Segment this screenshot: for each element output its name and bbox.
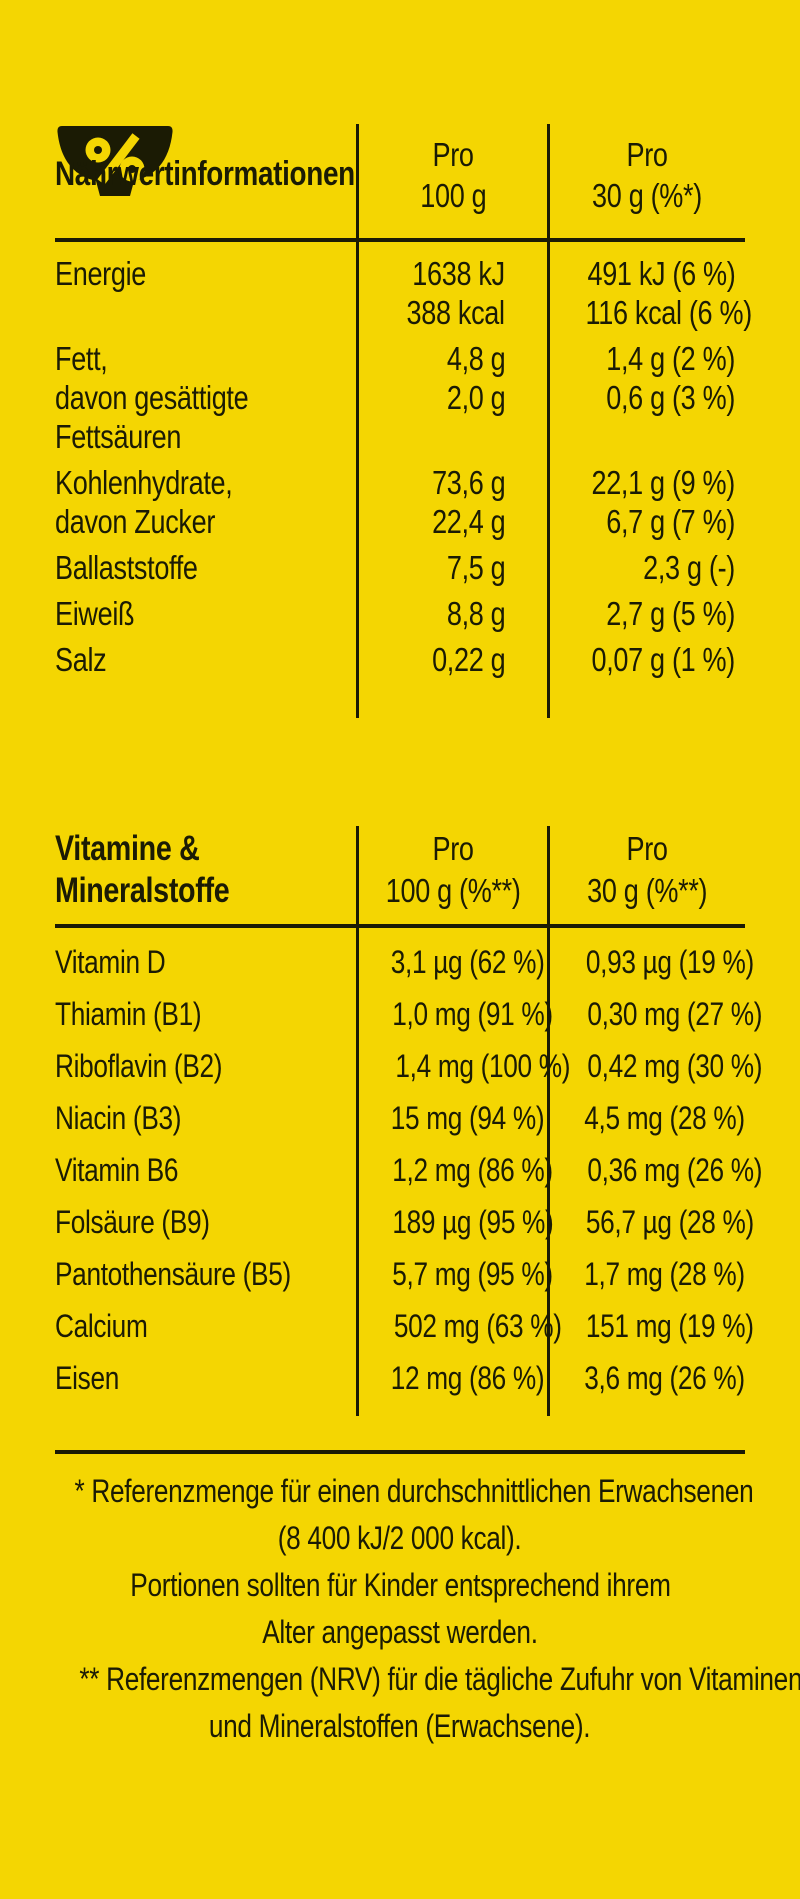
per-30g-value: 0,30 mg (27 %) xyxy=(587,996,763,1032)
column-divider xyxy=(356,826,359,1416)
table-row: Calcium 502 mg (63 %) 151 mg (19 %) xyxy=(55,1300,754,1352)
per-100g-value: 0,22 g xyxy=(431,641,506,678)
table-row: Kohlenhydrate, davon Zucker 73,6 g 22,4 g 22… xyxy=(55,463,745,541)
footnote-line: ** Referenzmengen (NRV) für die tägliche… xyxy=(79,1661,800,1697)
footnote-line: (8 400 kJ/2 000 kcal). xyxy=(278,1520,522,1556)
nutrient-label: Folsäure (B9) xyxy=(55,1204,210,1240)
header-rule xyxy=(55,238,745,242)
footnote-line: * Referenzmenge für einen durchschnittli… xyxy=(74,1473,754,1509)
nutrient-label: Thiamin (B1) xyxy=(55,996,202,1032)
per-30g-column-header: Pro 30 g (%*) xyxy=(592,136,702,214)
per-100g-value: 5,7 mg (95 %) xyxy=(392,1256,553,1292)
per-30g-value: 2,3 g (-) xyxy=(643,549,735,586)
nutrient-label: Riboflavin (B2) xyxy=(55,1048,223,1084)
per-100g-value: 8,8 g xyxy=(446,595,505,632)
nutrition-table-title: Nährwertinformationen xyxy=(55,155,355,193)
nutrition-table: Nährwertinformationen Pro 100 g Pro 30 g… xyxy=(55,116,753,718)
percent-bowl-icon-svg xyxy=(57,126,173,196)
vitamins-table: Vitamine & Mineralstoffe Pro 100 g (%**)… xyxy=(55,818,763,1416)
table-row: Fett, davon gesättigte Fettsäuren 4,8 g 2,0 … xyxy=(55,339,745,456)
per-30g-value: 491 kJ (6 %) 116 kcal (6 %) xyxy=(585,255,753,331)
footnotes: * Referenzmenge für einen durchschnittli… xyxy=(0,1468,800,1750)
per-30g-value: 1,7 mg (28 %) xyxy=(584,1256,745,1292)
table-row: Niacin (B3) 15 mg (94 %) 4,5 mg (28 %) xyxy=(55,1092,745,1144)
per-30g-value: 0,42 mg (30 %) xyxy=(587,1048,763,1084)
nutrient-label: Pantothensäure (B5) xyxy=(55,1256,291,1292)
nutrient-label: Fett, davon gesättigte Fettsäuren xyxy=(55,340,249,455)
percent-bowl-icon xyxy=(54,124,176,208)
table-row: Folsäure (B9) 189 µg (95 %) 56,7 µg (28 %) xyxy=(55,1196,754,1248)
column-divider xyxy=(547,124,550,718)
per-100g-value: 15 mg (94 %) xyxy=(390,1100,545,1136)
per-30g-value: 151 mg (19 %) xyxy=(585,1308,754,1344)
per-100g-value: 4,8 g 2,0 g xyxy=(446,340,505,416)
per-100g-value: 189 µg (95 %) xyxy=(392,1204,554,1240)
table-row: Thiamin (B1) 1,0 mg (91 %) 0,30 mg (27 %) xyxy=(55,988,763,1040)
per-30g-value: 4,5 mg (28 %) xyxy=(584,1100,745,1136)
nutrition-table-header: Nährwertinformationen Pro 100 g Pro 30 g… xyxy=(55,116,745,238)
per-30g-column-header: Pro 30 g (%**) xyxy=(586,830,708,909)
nutrient-label: Eiweiß xyxy=(55,595,135,632)
per-100g-value: 12 mg (86 %) xyxy=(390,1360,545,1396)
per-100g-value: 73,6 g 22,4 g xyxy=(431,464,506,540)
per-30g-value: 3,6 mg (26 %) xyxy=(584,1360,745,1396)
per-30g-value: 0,93 µg (19 %) xyxy=(585,944,754,980)
per-100g-value: 1,2 mg (86 %) xyxy=(392,1152,553,1188)
table-row: Eiweiß 8,8 g 2,7 g (5 %) xyxy=(55,594,745,633)
column-divider xyxy=(547,826,550,1416)
column-divider xyxy=(356,124,359,718)
per-100g-column-header: Pro 100 g xyxy=(419,136,487,214)
nutrient-label: Salz xyxy=(55,641,107,678)
nutrient-label: Calcium xyxy=(55,1308,148,1344)
per-100g-column-header: Pro 100 g (%**) xyxy=(385,830,521,909)
footnote-line: und Mineralstoffen (Erwachsene). xyxy=(209,1708,591,1744)
table-row: Vitamin B6 1,2 mg (86 %) 0,36 mg (26 %) xyxy=(55,1144,763,1196)
table-row: Ballaststoffe 7,5 g 2,3 g (-) xyxy=(55,548,745,587)
per-30g-value: 0,36 mg (26 %) xyxy=(587,1152,763,1188)
per-30g-value: 2,7 g (5 %) xyxy=(606,595,735,632)
per-30g-value: 56,7 µg (28 %) xyxy=(585,1204,754,1240)
nutrient-label: Ballaststoffe xyxy=(55,549,198,586)
footnote-line: Alter angepasst werden. xyxy=(262,1614,538,1650)
header-rule xyxy=(55,924,745,928)
footnote-line: Portionen sollten für Kinder entsprechen… xyxy=(129,1567,671,1603)
table-row: Pantothensäure (B5) 5,7 mg (95 %) 1,7 mg (… xyxy=(55,1248,745,1300)
per-100g-value: 1,0 mg (91 %) xyxy=(392,996,553,1032)
table-row: Riboflavin (B2) 1,4 mg (100 %) 0,42 mg (30… xyxy=(55,1040,763,1092)
per-100g-value: 1638 kJ 388 kcal xyxy=(406,255,505,331)
per-30g-value: 22,1 g (9 %) 6,7 g (7 %) xyxy=(591,464,736,540)
nutrient-label: Niacin (B3) xyxy=(55,1100,182,1136)
footnotes-rule xyxy=(55,1450,745,1454)
table-row: Eisen 12 mg (86 %) 3,6 mg (26 %) xyxy=(55,1352,745,1404)
table-row: Energie 1638 kJ 388 kcal 491 kJ (6 %) 116 kc… xyxy=(55,254,753,332)
nutrition-table-body: Energie 1638 kJ 388 kcal 491 kJ (6 %) 116 kc… xyxy=(55,242,753,679)
table-row: Salz 0,22 g 0,07 g (1 %) xyxy=(55,640,745,679)
nutrient-label: Vitamin D xyxy=(55,944,166,980)
nutrient-label: Energie xyxy=(55,255,146,292)
vitamins-table-body: Vitamin D 3,1 µg (62 %) 0,93 µg (19 %) Thia… xyxy=(55,928,763,1404)
per-100g-value: 7,5 g xyxy=(446,549,505,586)
nutrient-label: Vitamin B6 xyxy=(55,1152,179,1188)
table-row: Vitamin D 3,1 µg (62 %) 0,93 µg (19 %) xyxy=(55,936,754,988)
vitamins-table-title: Vitamine & Mineralstoffe xyxy=(55,829,230,910)
vitamins-table-header: Vitamine & Mineralstoffe Pro 100 g (%**)… xyxy=(55,818,745,924)
per-100g-value: 502 mg (63 %) xyxy=(393,1308,562,1344)
per-30g-value: 0,07 g (1 %) xyxy=(591,641,736,678)
nutrient-label: Kohlenhydrate, davon Zucker xyxy=(55,464,233,540)
per-100g-value: 1,4 mg (100 %) xyxy=(395,1048,571,1084)
per-30g-value: 1,4 g (2 %) 0,6 g (3 %) xyxy=(606,340,735,416)
per-100g-value: 3,1 µg (62 %) xyxy=(390,944,545,980)
nutrient-label: Eisen xyxy=(55,1360,120,1396)
